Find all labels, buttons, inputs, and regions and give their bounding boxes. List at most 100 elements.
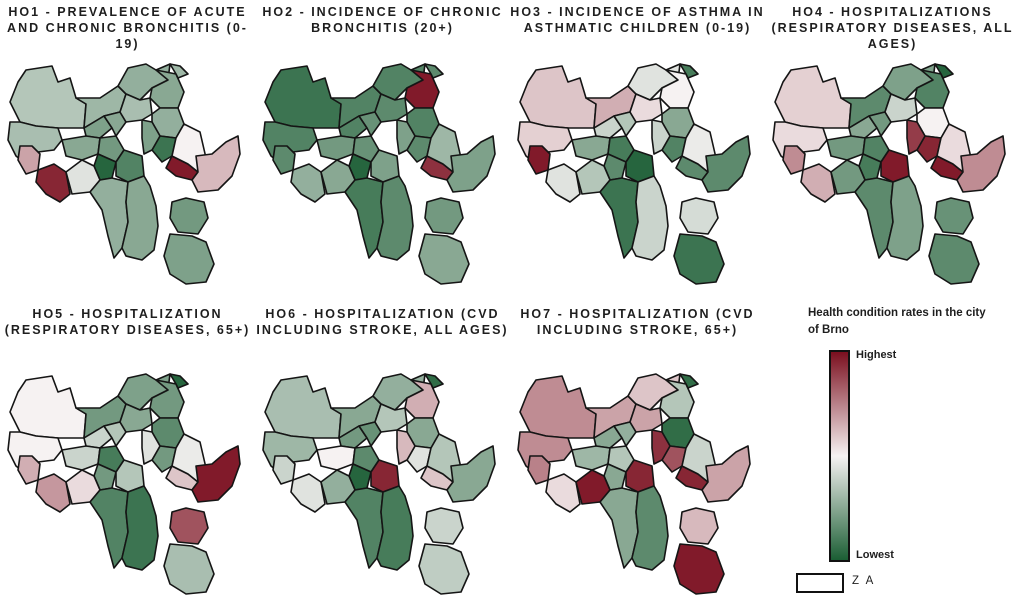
district-24 <box>376 175 414 261</box>
map-panel-ho7: HO7 - HOSPITALIZATION (CVD INCLUDING STR… <box>510 306 765 596</box>
district-7 <box>593 425 623 449</box>
district-8 <box>358 421 382 447</box>
district-19 <box>35 473 71 513</box>
legend-color-ramp <box>829 350 850 562</box>
district-25 <box>934 197 974 235</box>
district-1 <box>519 65 597 129</box>
map-title-ho4: HO4 - HOSPITALIZATIONS (RESPIRATORY DISE… <box>771 5 1014 51</box>
legend-za-swatch <box>796 573 844 593</box>
legend-za-label: Z A <box>852 575 876 587</box>
district-11 <box>527 145 551 175</box>
district-7 <box>593 115 623 139</box>
district-22 <box>446 445 496 503</box>
district-26 <box>928 233 980 285</box>
district-25 <box>424 197 464 235</box>
district-8 <box>613 111 637 137</box>
district-19 <box>545 163 581 203</box>
district-map-ho2 <box>262 63 496 285</box>
district-17 <box>396 429 416 465</box>
district-9 <box>629 403 663 433</box>
district-1 <box>9 375 87 439</box>
map-panel-ho5: HO5 - HOSPITALIZATION (RESPIRATORY DISEA… <box>0 306 255 596</box>
district-1 <box>774 65 852 129</box>
district-6 <box>424 373 444 389</box>
district-17 <box>141 119 161 155</box>
map-panel-ho6: HO6 - HOSPITALIZATION (CVD INCLUDING STR… <box>255 306 510 596</box>
district-6 <box>169 63 189 79</box>
district-24 <box>631 175 669 261</box>
district-1 <box>519 375 597 439</box>
district-9 <box>374 93 408 123</box>
district-24 <box>631 485 669 571</box>
district-11 <box>272 455 296 485</box>
district-25 <box>169 197 209 235</box>
district-1 <box>264 375 342 439</box>
district-19 <box>545 473 581 513</box>
district-12 <box>571 445 611 471</box>
district-9 <box>119 93 153 123</box>
district-map-ho4 <box>772 63 1006 285</box>
district-9 <box>884 93 918 123</box>
district-map-ho7 <box>517 373 751 595</box>
district-6 <box>679 63 699 79</box>
district-19 <box>35 163 71 203</box>
district-26 <box>673 233 725 285</box>
district-24 <box>121 175 159 261</box>
district-12 <box>316 135 356 161</box>
district-12 <box>61 445 101 471</box>
district-24 <box>121 485 159 571</box>
district-9 <box>374 403 408 433</box>
district-9 <box>629 93 663 123</box>
district-8 <box>613 421 637 447</box>
district-7 <box>848 115 878 139</box>
district-12 <box>61 135 101 161</box>
district-1 <box>264 65 342 129</box>
district-7 <box>338 115 368 139</box>
district-11 <box>272 145 296 175</box>
district-25 <box>679 197 719 235</box>
district-19 <box>800 163 836 203</box>
district-17 <box>651 429 671 465</box>
district-map-ho5 <box>7 373 241 595</box>
district-11 <box>17 145 41 175</box>
district-8 <box>103 421 127 447</box>
map-panel-ho3: HO3 - INCIDENCE OF ASTHMA IN ASTHMATIC C… <box>510 4 765 294</box>
district-24 <box>886 175 924 261</box>
map-panel-ho2: HO2 - INCIDENCE OF CHRONIC BRONCHITIS (2… <box>255 4 510 294</box>
district-22 <box>701 445 751 503</box>
map-title-ho7: HO7 - HOSPITALIZATION (CVD INCLUDING STR… <box>520 307 755 337</box>
map-title-ho2: HO2 - INCIDENCE OF CHRONIC BRONCHITIS (2… <box>262 5 503 35</box>
district-17 <box>396 119 416 155</box>
district-26 <box>418 233 470 285</box>
district-6 <box>934 63 954 79</box>
district-map-ho1 <box>7 63 241 285</box>
district-12 <box>826 135 866 161</box>
district-22 <box>191 445 241 503</box>
district-7 <box>338 425 368 449</box>
district-8 <box>103 111 127 137</box>
legend-highest-label: Highest <box>856 349 897 361</box>
district-17 <box>141 429 161 465</box>
district-26 <box>163 233 215 285</box>
district-map-ho6 <box>262 373 496 595</box>
district-19 <box>290 473 326 513</box>
district-8 <box>868 111 892 137</box>
district-22 <box>191 135 241 193</box>
district-7 <box>83 115 113 139</box>
map-title-ho1: HO1 - PREVALENCE OF ACUTE AND CHRONIC BR… <box>7 5 248 51</box>
map-panel-ho4: HO4 - HOSPITALIZATIONS (RESPIRATORY DISE… <box>765 4 1020 294</box>
district-22 <box>956 135 1006 193</box>
district-19 <box>290 163 326 203</box>
district-25 <box>424 507 464 545</box>
map-title-ho5: HO5 - HOSPITALIZATION (RESPIRATORY DISEA… <box>4 307 251 337</box>
district-9 <box>119 403 153 433</box>
district-26 <box>418 543 470 595</box>
district-6 <box>679 373 699 389</box>
district-1 <box>9 65 87 129</box>
district-25 <box>679 507 719 545</box>
map-panel-ho1: HO1 - PREVALENCE OF ACUTE AND CHRONIC BR… <box>0 4 255 294</box>
map-title-ho3: HO3 - INCIDENCE OF ASTHMA IN ASTHMATIC C… <box>510 5 765 35</box>
district-26 <box>163 543 215 595</box>
district-24 <box>376 485 414 571</box>
district-11 <box>17 455 41 485</box>
